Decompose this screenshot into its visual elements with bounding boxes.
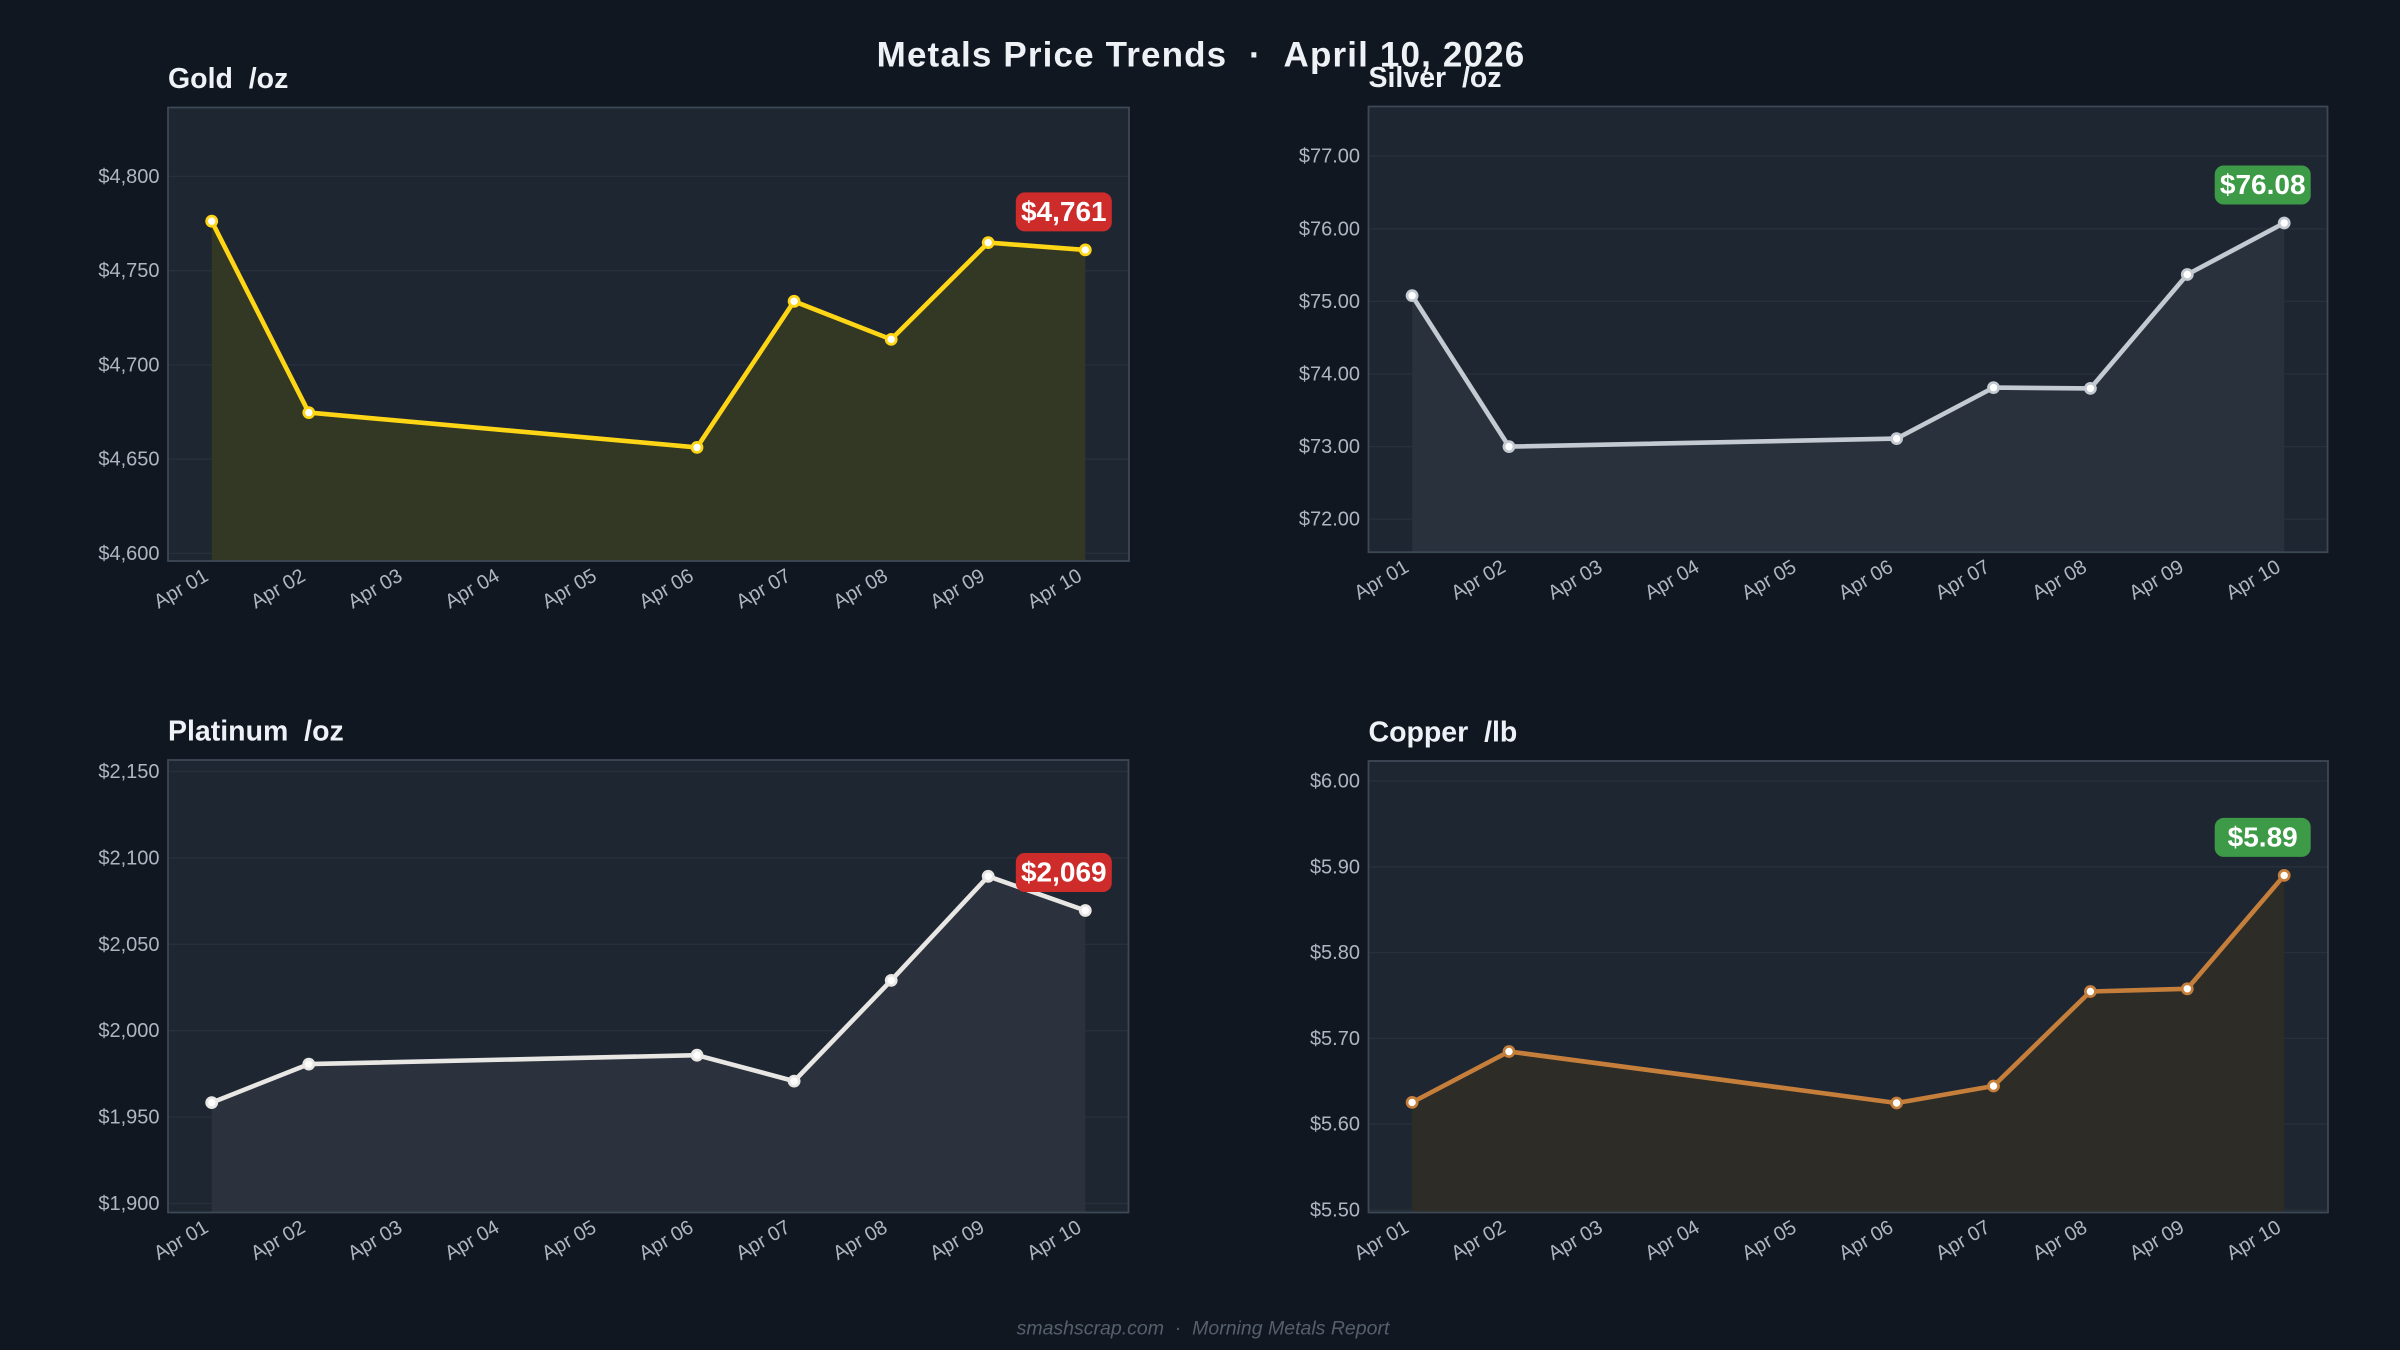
svg-text:$4,750: $4,750 [98,260,159,282]
svg-text:Metals Price Trends · April: Metals Price Trends · April 10, 2026 [877,36,1526,75]
svg-text:$6.00: $6.00 [1310,771,1360,793]
svg-text:$5.70: $5.70 [1310,1028,1360,1050]
svg-text:$2,000: $2,000 [98,1020,159,1042]
svg-text:Platinum /oz: Platinum /oz [168,716,344,748]
svg-text:$5.90: $5.90 [1310,856,1360,878]
svg-text:$4,650: $4,650 [98,449,159,471]
svg-text:$5.60: $5.60 [1310,1114,1360,1136]
svg-text:$5.80: $5.80 [1310,942,1360,964]
svg-text:$1,950: $1,950 [98,1107,159,1129]
svg-text:$5.50: $5.50 [1310,1200,1360,1222]
svg-text:$76.00: $76.00 [1299,218,1360,240]
svg-text:$1,900: $1,900 [98,1193,159,1215]
svg-text:Copper /lb: Copper /lb [1369,717,1518,749]
svg-text:$2,050: $2,050 [98,934,159,956]
svg-text:$72.00: $72.00 [1299,509,1360,531]
svg-text:$2,100: $2,100 [98,847,159,869]
svg-text:$74.00: $74.00 [1299,364,1360,386]
svg-text:$73.00: $73.00 [1299,436,1360,458]
svg-text:$76.08: $76.08 [2220,169,2306,200]
svg-text:Gold /oz: Gold /oz [168,63,288,95]
svg-text:$4,761: $4,761 [1021,196,1107,227]
svg-text:$4,600: $4,600 [98,543,159,565]
svg-text:Silver /oz: Silver /oz [1369,62,1502,94]
svg-text:smashscrap.com · Morning Met: smashscrap.com · Morning Metals Report [1017,1318,1391,1340]
svg-text:$2,069: $2,069 [1021,857,1107,888]
svg-text:$2,150: $2,150 [98,761,159,783]
svg-text:$5.89: $5.89 [2228,821,2298,852]
svg-text:$4,700: $4,700 [98,354,159,376]
svg-text:$75.00: $75.00 [1299,291,1360,313]
svg-text:$4,800: $4,800 [98,166,159,188]
svg-text:$77.00: $77.00 [1299,146,1360,168]
